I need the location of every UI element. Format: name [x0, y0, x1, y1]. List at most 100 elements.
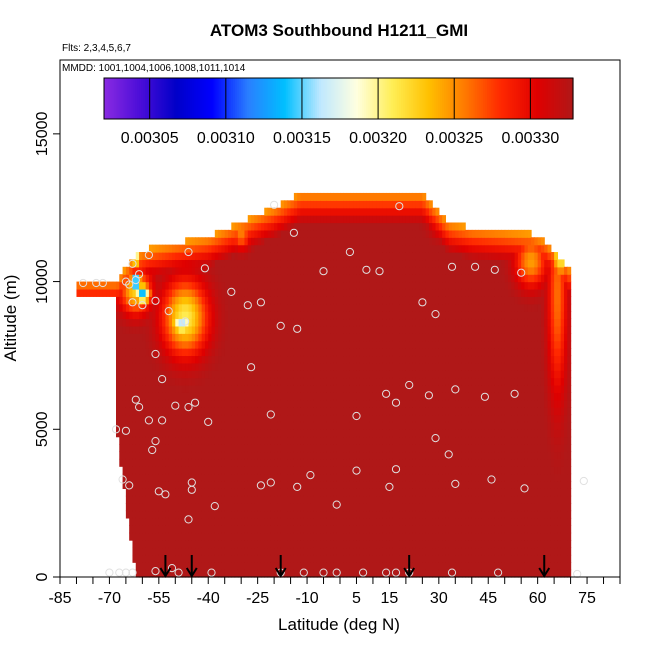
field-cell [382, 377, 387, 386]
field-cell [287, 466, 292, 475]
field-cell [359, 318, 364, 327]
field-cell [297, 569, 302, 578]
field-cell [116, 281, 120, 290]
field-cell [280, 311, 285, 320]
field-cell [218, 311, 223, 320]
field-cell [201, 362, 206, 371]
field-cell [320, 458, 325, 467]
field-cell [442, 540, 447, 549]
field-cell [241, 229, 246, 238]
field-cell [353, 311, 358, 320]
field-cell [313, 244, 318, 253]
field-cell [376, 318, 381, 327]
field-cell [425, 311, 430, 320]
field-cell [264, 348, 269, 357]
field-cell [392, 259, 397, 268]
field-cell [336, 569, 341, 578]
field-cell [419, 414, 423, 423]
field-cell [356, 510, 361, 519]
field-cell [445, 392, 450, 401]
field-cell [369, 370, 374, 379]
field-cell [297, 252, 302, 261]
field-cell [228, 252, 232, 261]
field-cell [119, 399, 124, 408]
field-cell [340, 421, 344, 430]
field-cell [297, 480, 302, 489]
field-cell [303, 414, 308, 423]
field-cell [419, 436, 423, 445]
field-cell [129, 473, 134, 482]
field-cell [198, 259, 203, 268]
field-cell [452, 266, 456, 275]
field-cell [204, 547, 209, 556]
field-cell [191, 311, 196, 320]
field-cell [435, 392, 440, 401]
field-cell [422, 215, 427, 224]
field-cell [419, 562, 423, 571]
field-cell [218, 296, 223, 305]
field-cell [356, 540, 361, 549]
field-cell [237, 288, 242, 297]
field-cell [172, 429, 176, 438]
field-cell [165, 399, 170, 408]
field-cell [356, 480, 361, 489]
field-cell [145, 532, 150, 541]
field-cell [231, 451, 236, 460]
field-cell [237, 510, 242, 519]
field-cell [392, 207, 397, 216]
field-cell [175, 495, 180, 504]
field-cell [313, 237, 318, 246]
field-cell [392, 392, 397, 401]
field-cell [201, 407, 206, 416]
field-cell [241, 444, 246, 453]
field-cell [195, 421, 199, 430]
field-cell [340, 517, 344, 526]
field-cell [389, 370, 394, 379]
field-cell [241, 259, 246, 268]
field-cell [208, 458, 213, 467]
field-cell [277, 421, 282, 430]
field-cell [425, 451, 430, 460]
field-cell [396, 362, 400, 371]
field-cell [260, 436, 265, 445]
field-cell [386, 414, 391, 423]
field-cell [409, 281, 414, 290]
field-cell [419, 473, 423, 482]
field-cell [86, 288, 91, 297]
field-cell [198, 325, 203, 334]
field-cell [376, 503, 381, 512]
field-cell [396, 540, 400, 549]
field-cell [129, 488, 134, 497]
field-cell [372, 325, 377, 334]
field-cell [349, 288, 354, 297]
field-cell [435, 229, 440, 238]
field-cell [254, 318, 259, 327]
field-cell [316, 488, 321, 497]
field-cell [224, 384, 229, 393]
field-cell [333, 325, 338, 334]
field-cell [244, 222, 249, 231]
field-cell [422, 244, 427, 253]
field-cell [191, 377, 196, 386]
field-cell [211, 444, 216, 453]
field-cell [340, 407, 344, 416]
field-cell [270, 333, 275, 342]
field-cell [336, 554, 341, 563]
field-cell [435, 362, 440, 371]
field-cell [366, 281, 371, 290]
field-cell [389, 451, 394, 460]
field-cell [369, 333, 374, 342]
field-cell [195, 311, 199, 320]
field-cell [428, 333, 433, 342]
field-cell [218, 503, 223, 512]
field-cell [320, 503, 325, 512]
field-cell [135, 532, 140, 541]
field-cell [241, 222, 246, 231]
field-cell [257, 429, 262, 438]
field-cell [419, 458, 423, 467]
field-cell [297, 488, 302, 497]
field-cell [412, 303, 417, 312]
field-cell [293, 192, 298, 201]
field-cell [336, 348, 341, 357]
field-cell [415, 325, 420, 334]
